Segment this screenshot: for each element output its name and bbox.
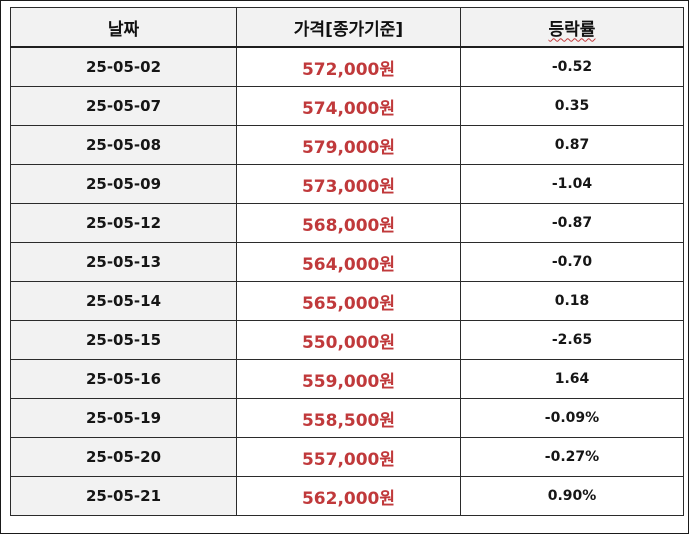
- date-cell: 25-05-02: [10, 46, 237, 87]
- price-cell: 568,000원: [236, 203, 461, 243]
- price-cell: 559,000원: [236, 359, 461, 399]
- header-row: 날짜 가격[종가기준] 등락률: [10, 7, 684, 48]
- table-body: 25-05-02 572,000원 -0.52 25-05-07 574,000원 0.3…: [10, 46, 684, 516]
- price-cell: 573,000원: [236, 164, 461, 204]
- price-table: 날짜 가격[종가기준] 등락률 25-05-02 572,000원 -0.52 25-…: [10, 7, 684, 516]
- date-cell: 25-05-16: [10, 359, 237, 399]
- price-cell: 558,500원: [236, 398, 461, 438]
- date-cell: 25-05-20: [10, 437, 237, 477]
- change-cell: 0.90%: [460, 476, 684, 516]
- price-cell: 564,000원: [236, 242, 461, 282]
- table-row: 25-05-13 564,000원 -0.70: [10, 242, 684, 282]
- price-cell: 565,000원: [236, 281, 461, 321]
- table-row: 25-05-16 559,000원 1.64: [10, 359, 684, 399]
- price-cell: 550,000원: [236, 320, 461, 360]
- change-cell: -2.65: [460, 320, 684, 360]
- price-cell: 574,000원: [236, 86, 461, 126]
- table-row: 25-05-20 557,000원 -0.27%: [10, 437, 684, 477]
- table-row: 25-05-09 573,000원 -1.04: [10, 164, 684, 204]
- change-cell: -1.04: [460, 164, 684, 204]
- table-row: 25-05-19 558,500원 -0.09%: [10, 398, 684, 438]
- price-cell: 562,000원: [236, 476, 461, 516]
- date-cell: 25-05-13: [10, 242, 237, 282]
- table-row: 25-05-02 572,000원 -0.52: [10, 46, 684, 87]
- change-cell: -0.52: [460, 46, 684, 87]
- change-cell: -0.09%: [460, 398, 684, 438]
- date-cell: 25-05-19: [10, 398, 237, 438]
- price-cell: 557,000원: [236, 437, 461, 477]
- change-cell: -0.87: [460, 203, 684, 243]
- table-row: 25-05-08 579,000원 0.87: [10, 125, 684, 165]
- date-cell: 25-05-15: [10, 320, 237, 360]
- date-cell: 25-05-12: [10, 203, 237, 243]
- date-cell: 25-05-14: [10, 281, 237, 321]
- price-cell: 572,000원: [236, 46, 461, 87]
- change-cell: -0.27%: [460, 437, 684, 477]
- date-cell: 25-05-07: [10, 86, 237, 126]
- change-cell: 1.64: [460, 359, 684, 399]
- change-header: 등락률: [460, 7, 684, 48]
- table-row: 25-05-07 574,000원 0.35: [10, 86, 684, 126]
- table-row: 25-05-15 550,000원 -2.65: [10, 320, 684, 360]
- date-cell: 25-05-09: [10, 164, 237, 204]
- table-row: 25-05-21 562,000원 0.90%: [10, 476, 684, 516]
- date-cell: 25-05-21: [10, 476, 237, 516]
- change-cell: 0.35: [460, 86, 684, 126]
- date-header: 날짜: [10, 7, 237, 48]
- price-header: 가격[종가기준]: [236, 7, 461, 48]
- table-row: 25-05-12 568,000원 -0.87: [10, 203, 684, 243]
- change-cell: 0.87: [460, 125, 684, 165]
- change-cell: -0.70: [460, 242, 684, 282]
- price-cell: 579,000원: [236, 125, 461, 165]
- change-cell: 0.18: [460, 281, 684, 321]
- table-row: 25-05-14 565,000원 0.18: [10, 281, 684, 321]
- change-header-label: 등락률: [548, 19, 596, 40]
- date-cell: 25-05-08: [10, 125, 237, 165]
